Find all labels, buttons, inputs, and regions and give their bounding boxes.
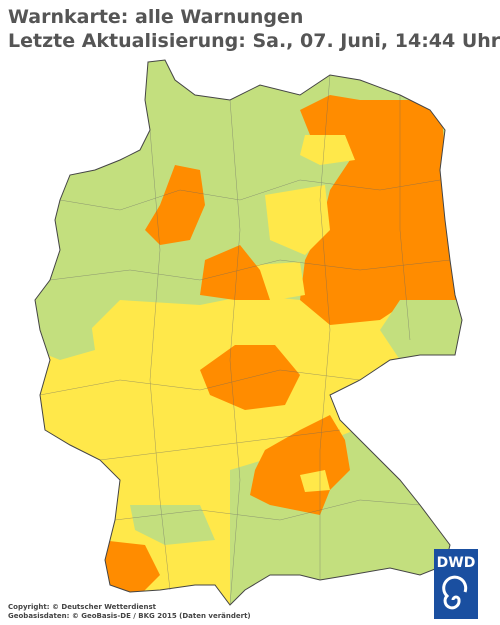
title: Warnkarte: alle Warnungen: [8, 6, 304, 28]
copyright: Copyright: © Deutscher Wetterdienst: [8, 603, 156, 611]
district-lines: [39, 74, 451, 606]
region-yellow: [300, 135, 355, 165]
region-green: [130, 505, 215, 545]
dwd-logo: DWD: [434, 549, 478, 619]
region-orange: [100, 540, 160, 595]
region-yellow: [255, 262, 305, 300]
region-green: [380, 300, 462, 360]
region-yellow: [265, 185, 330, 255]
region-orange: [145, 165, 205, 245]
region-yellow: [300, 470, 330, 492]
logo-spiral: [442, 575, 468, 610]
subtitle: Letzte Aktualisierung: Sa., 07. Juni, 14…: [8, 30, 500, 52]
geodata: Geobasisdaten: © GeoBasis-DE / BKG 2015 …: [8, 612, 251, 620]
country-border: [34, 59, 463, 606]
logo-text: DWD: [437, 555, 476, 571]
region-orange: [200, 245, 270, 300]
region-green: [35, 315, 95, 360]
